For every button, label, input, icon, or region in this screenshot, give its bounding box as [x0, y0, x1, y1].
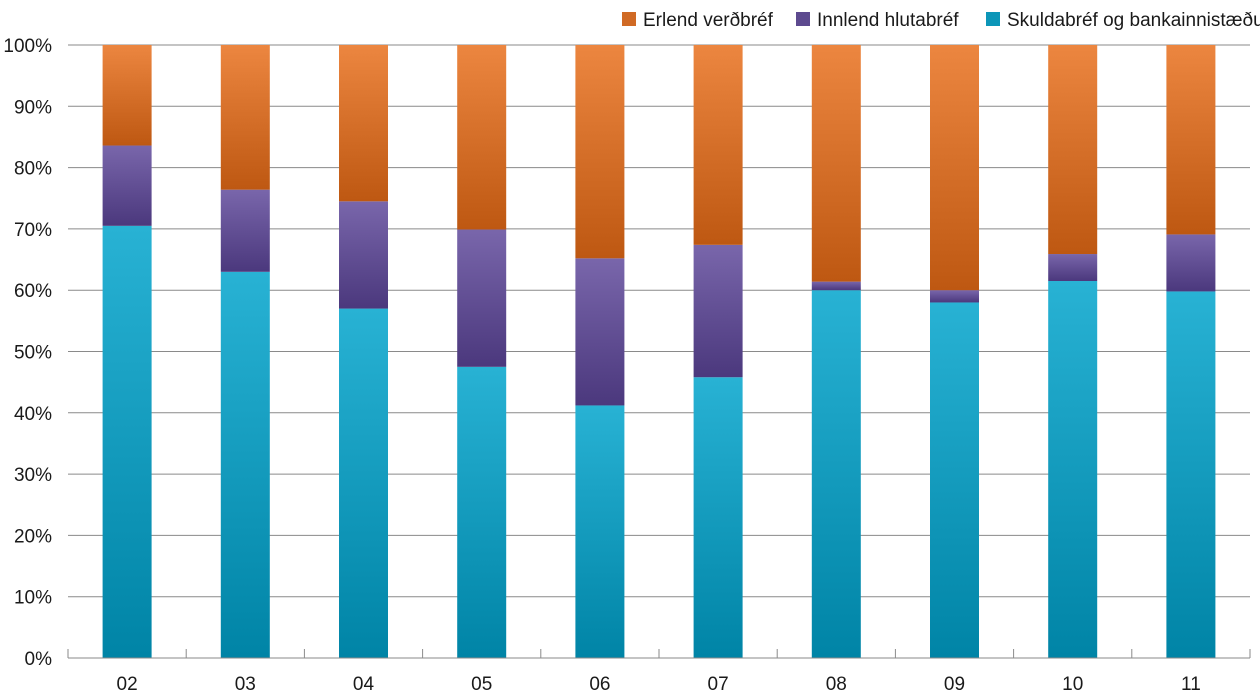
- y-tick-label: 50%: [14, 343, 52, 364]
- bar-segment: [102, 45, 152, 146]
- bar-segment: [1166, 291, 1216, 658]
- y-tick-label: 0%: [25, 649, 53, 670]
- bar-segment: [220, 271, 270, 658]
- bar-segment: [1166, 234, 1216, 292]
- legend-swatch: [986, 12, 1000, 26]
- bar-segment: [1166, 45, 1216, 235]
- y-tick-label: 40%: [14, 404, 52, 425]
- x-tick-label: 10: [1062, 674, 1083, 695]
- legend-label: Skuldabréf og bankainnistæður: [1007, 10, 1260, 31]
- bar-segment: [693, 244, 743, 378]
- bar-segment: [220, 189, 270, 272]
- legend-label: Erlend verðbréf: [643, 10, 774, 31]
- bar-segment: [1048, 45, 1098, 255]
- bar-segment: [693, 377, 743, 658]
- bar-segment: [811, 281, 861, 291]
- y-tick-label: 80%: [14, 159, 52, 180]
- legend-label: Innlend hlutabréf: [817, 10, 959, 31]
- bar-segment: [220, 45, 270, 190]
- x-tick-label: 06: [589, 674, 610, 695]
- x-tick-label: 02: [117, 674, 138, 695]
- y-tick-label: 70%: [14, 220, 52, 241]
- bar-segment: [457, 45, 507, 230]
- bar-segment: [930, 290, 979, 303]
- bar-segment: [457, 229, 507, 367]
- bar-segment: [811, 290, 861, 658]
- y-tick-label: 60%: [14, 281, 52, 302]
- bar-segment: [457, 366, 507, 658]
- x-tick-label: 08: [826, 674, 847, 695]
- legend-swatch: [622, 12, 636, 26]
- x-tick-label: 05: [471, 674, 492, 695]
- bar-segment: [102, 225, 152, 658]
- bars: [102, 45, 1216, 658]
- y-tick-label: 20%: [14, 526, 52, 547]
- bar-segment: [575, 258, 625, 406]
- x-tick-label: 11: [1181, 674, 1201, 695]
- x-tick-label: 09: [944, 674, 965, 695]
- bar-segment: [339, 201, 388, 309]
- x-tick-label: 04: [353, 674, 375, 695]
- legend: Erlend verðbréf Innlend hlutabréf Skuldabr…: [622, 10, 1260, 31]
- bar-segment: [575, 45, 625, 259]
- y-tick-label: 100%: [3, 36, 52, 57]
- bar-segment: [102, 145, 152, 226]
- legend-swatch: [796, 12, 810, 26]
- y-tick-label: 90%: [14, 97, 52, 118]
- y-tick-label: 10%: [14, 588, 52, 609]
- bar-segment: [339, 308, 388, 658]
- axes: 0% 10% 20% 30% 40% 50% 60% 70% 80% 90% 100% 02 03 04 0…: [3, 36, 1251, 695]
- x-tick-label: 07: [708, 674, 729, 695]
- x-tick-label: 03: [235, 674, 256, 695]
- y-tick-label: 30%: [14, 465, 52, 486]
- bar-segment: [693, 45, 743, 245]
- bar-segment: [930, 45, 979, 291]
- bar-segment: [575, 405, 625, 658]
- bar-segment: [1048, 254, 1098, 282]
- bar-segment: [339, 45, 388, 202]
- bar-segment: [1048, 281, 1098, 658]
- bar-segment: [930, 302, 979, 658]
- bar-segment: [811, 45, 861, 282]
